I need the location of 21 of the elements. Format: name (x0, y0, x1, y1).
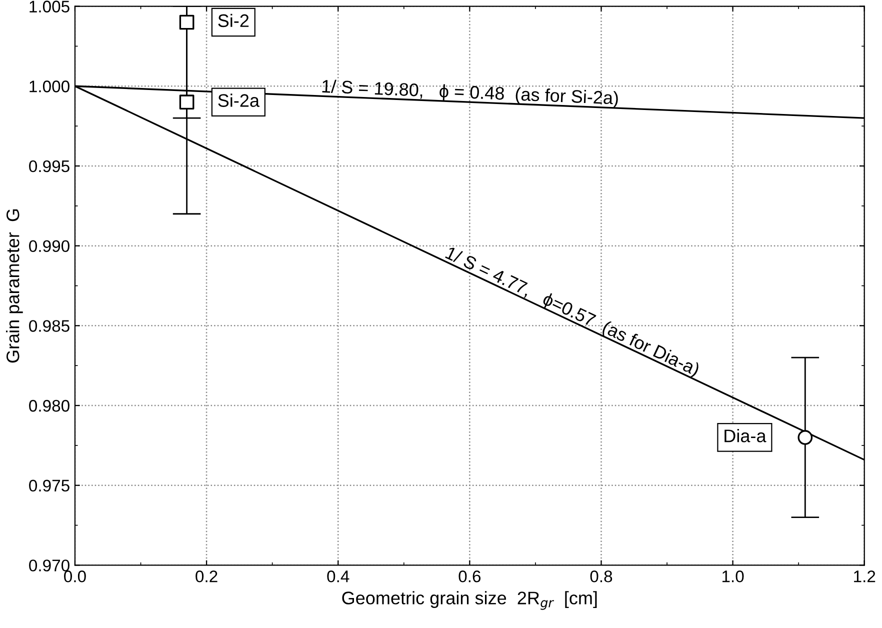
x-tick-label: 0.8 (590, 570, 612, 582)
x-tick-label: 0.6 (458, 570, 481, 582)
y-tick-label: 0.975 (29, 480, 70, 492)
x-tick-label: 0.0 (64, 570, 86, 582)
y-tick-label: 1.005 (30, 0, 70, 12)
legend-label: Si-2 (218, 14, 249, 28)
series-label: Dia-a (724, 429, 766, 442)
y-tick-label: 0.995 (29, 160, 70, 172)
x-tick-label: 1.2 (854, 570, 876, 582)
y-tick-label: 1.000 (30, 80, 70, 92)
x-tick-label: 0.2 (196, 570, 218, 582)
series-label: Si-2a (218, 94, 260, 107)
y-tick-label: 0.985 (29, 320, 70, 332)
annotation: 1/ S = 19.80, ϕ = 0.48 (as for Si-2a) (322, 79, 618, 108)
x-tick-label: 0.4 (327, 570, 350, 582)
y-tick-label: 0.990 (29, 240, 70, 252)
y-tick-label: 0.980 (29, 400, 70, 412)
y-tick-label: 0.970 (29, 560, 70, 572)
y-axis-title: Grain parameter G (6, 209, 23, 363)
x-axis-title: Geometric grain size 2R$_{gr}$ [cm] (342, 591, 597, 610)
x-tick-label: 1.0 (722, 570, 744, 582)
